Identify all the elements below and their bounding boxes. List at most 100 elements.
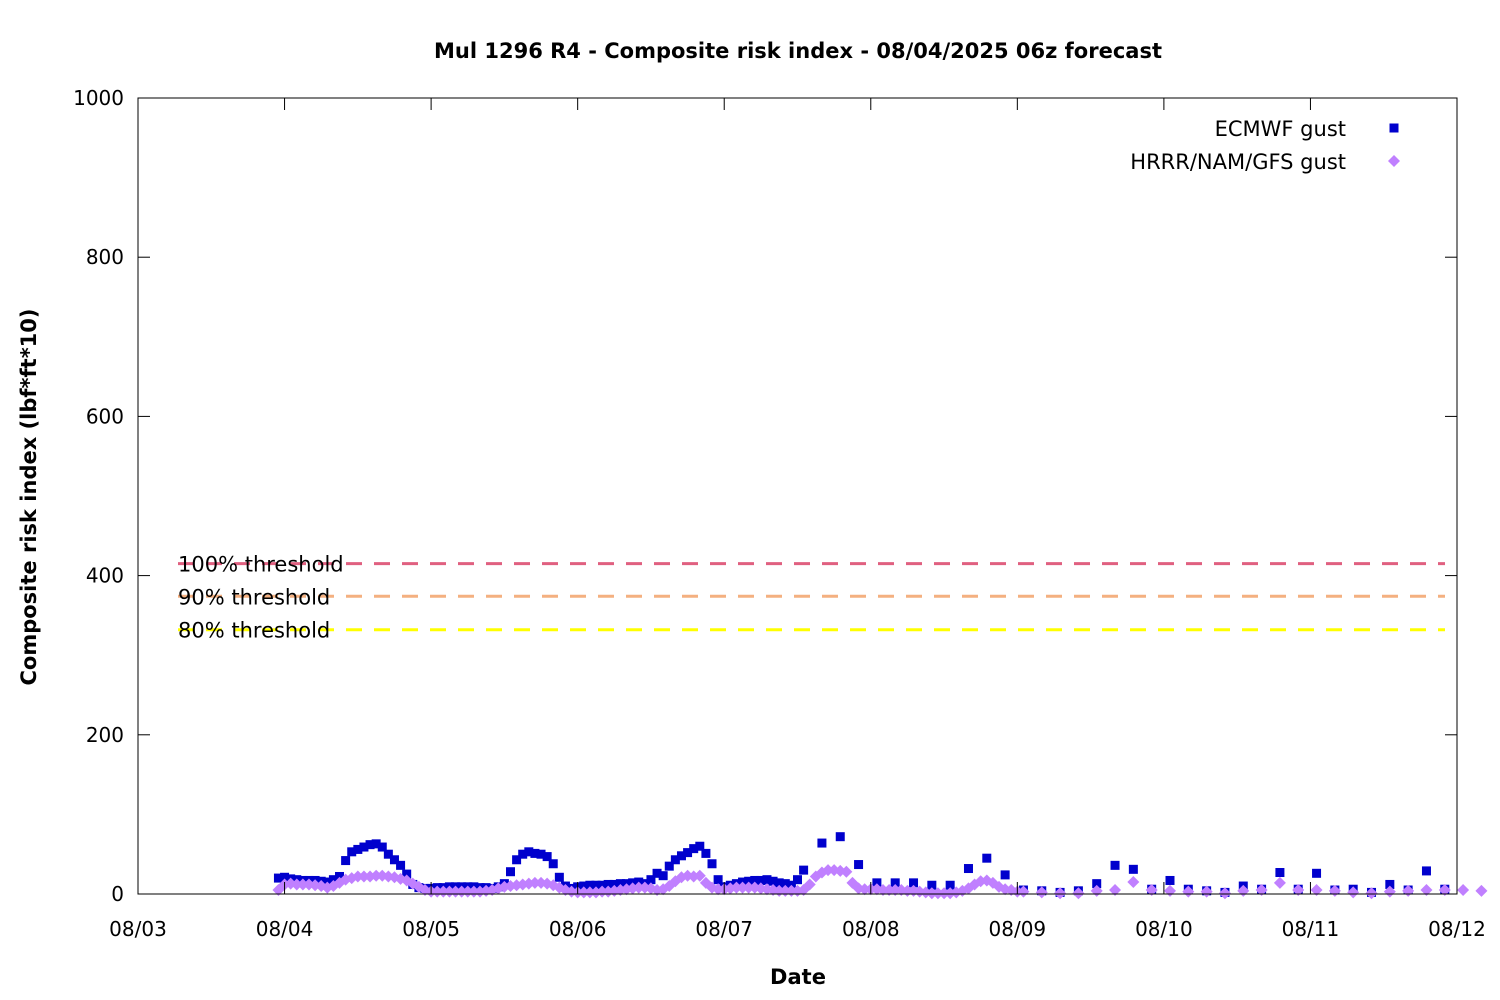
hrrr-point xyxy=(1365,887,1378,900)
hrrr-point xyxy=(938,887,951,900)
legend-label: HRRR/NAM/GFS gust xyxy=(1130,150,1346,174)
hrrr-point xyxy=(1200,885,1213,898)
data-points xyxy=(272,832,1488,900)
ecmwf-point xyxy=(689,844,699,854)
hrrr-point xyxy=(528,876,541,889)
hrrr-point xyxy=(1347,886,1360,899)
ecmwf-point xyxy=(377,842,387,852)
hrrr-point xyxy=(443,885,456,898)
ecmwf-point xyxy=(1110,860,1120,870)
ecmwf-point xyxy=(273,873,283,883)
ecmwf-point xyxy=(280,872,290,882)
hrrr-point xyxy=(742,881,755,894)
legend-marker-square xyxy=(1389,123,1399,133)
ecmwf-point xyxy=(554,872,564,882)
threshold-lines: 100% threshold 90% threshold 80% threshold xyxy=(178,553,1445,643)
hrrr-point xyxy=(1145,884,1158,897)
ecmwf-point xyxy=(793,875,802,885)
hrrr-point xyxy=(712,883,725,896)
ecmwf-point xyxy=(335,871,345,881)
hrrr-point xyxy=(1054,887,1067,900)
ecmwf-point xyxy=(371,839,381,849)
ecmwf-point xyxy=(872,878,882,888)
hrrr-point xyxy=(1310,884,1323,897)
ecmwf-point xyxy=(909,878,919,888)
ecmwf-point xyxy=(707,859,717,869)
ecmwf-point xyxy=(982,853,992,863)
hrrr-point xyxy=(876,884,889,897)
ecmwf-point xyxy=(347,847,357,857)
ecmwf-point xyxy=(542,852,552,862)
hrrr-point xyxy=(889,884,902,897)
ecmwf-point xyxy=(1275,868,1285,878)
ecmwf-point xyxy=(768,876,778,886)
hrrr-point xyxy=(736,881,749,894)
hrrr-point xyxy=(1457,884,1470,897)
ecmwf-point xyxy=(341,856,351,866)
ecmwf-point xyxy=(817,838,827,848)
y-tick-label: 400 xyxy=(86,564,124,588)
ecmwf-point xyxy=(658,871,668,881)
hrrr-point xyxy=(1218,887,1231,900)
ecmwf-point xyxy=(774,878,784,888)
hrrr-point xyxy=(290,878,303,891)
ecmwf-point xyxy=(328,875,338,885)
x-tick-label: 08/04 xyxy=(256,917,314,941)
hrrr-point xyxy=(730,881,743,894)
ecmwf-point xyxy=(548,859,558,869)
ecmwf-point xyxy=(1128,864,1138,874)
hrrr-point xyxy=(1035,886,1048,899)
threshold-label: 90% threshold xyxy=(178,585,330,609)
hrrr-point xyxy=(596,885,609,898)
ecmwf-point xyxy=(359,842,369,852)
ecmwf-point xyxy=(701,848,711,858)
ecmwf-point xyxy=(505,867,515,877)
ecmwf-point xyxy=(695,841,705,851)
hrrr-point xyxy=(1292,884,1305,897)
hrrr-point xyxy=(925,887,938,900)
y-tick-label: 0 xyxy=(111,882,124,906)
hrrr-point xyxy=(1383,885,1396,898)
hrrr-point xyxy=(803,878,816,891)
ecmwf-point xyxy=(762,875,772,885)
ecmwf-point xyxy=(1000,870,1010,880)
hrrr-point xyxy=(296,878,309,891)
ecmwf-point xyxy=(365,840,375,850)
chart-title: Mul 1296 R4 - Composite risk index - 08/… xyxy=(434,39,1162,63)
hrrr-point xyxy=(357,870,370,883)
ecmwf-point xyxy=(890,878,900,888)
axis-ticks: 08/03 08/04 08/05 08/06 08/07 08/08 08/09 08/10… xyxy=(73,86,1486,941)
hrrr-point xyxy=(822,864,835,877)
y-tick-label: 200 xyxy=(86,723,124,747)
x-tick-label: 08/12 xyxy=(1428,917,1486,941)
hrrr-point xyxy=(431,885,444,898)
ecmwf-point xyxy=(585,880,595,890)
x-axis-label: Date xyxy=(770,965,826,989)
ecmwf-point xyxy=(854,860,864,870)
ecmwf-point xyxy=(530,848,540,858)
hrrr-point xyxy=(437,885,450,898)
x-tick-label: 08/10 xyxy=(1135,917,1193,941)
legend-label: ECMWF gust xyxy=(1215,117,1346,141)
ecmwf-point xyxy=(609,879,619,889)
x-tick-label: 08/06 xyxy=(549,917,607,941)
ecmwf-point xyxy=(750,875,760,885)
ecmwf-point xyxy=(1312,868,1322,878)
legend: ECMWF gust HRRR/NAM/GFS gust xyxy=(1130,117,1400,174)
hrrr-point xyxy=(1072,887,1085,900)
ecmwf-point xyxy=(597,880,607,890)
hrrr-point xyxy=(1273,876,1286,889)
ecmwf-point xyxy=(744,876,754,886)
ecmwf-point xyxy=(591,880,601,890)
ecmwf-point xyxy=(353,844,363,854)
ecmwf-point xyxy=(652,868,662,878)
ecmwf-point xyxy=(756,875,766,885)
ecmwf-point xyxy=(713,875,723,885)
ecmwf-point xyxy=(676,851,686,861)
hrrr-point xyxy=(1475,884,1488,897)
hrrr-point xyxy=(351,870,364,883)
hrrr-point xyxy=(693,869,706,882)
hrrr-point xyxy=(577,886,590,899)
